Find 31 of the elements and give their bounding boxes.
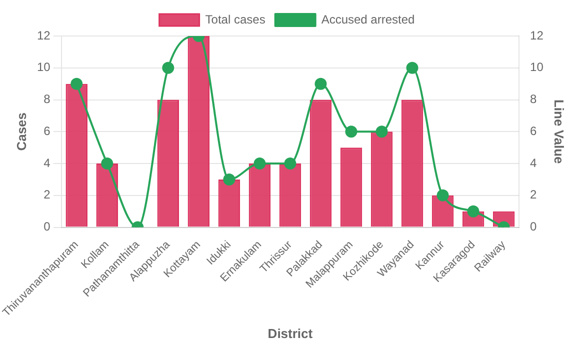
point xyxy=(223,173,236,186)
y-tick-label: 8 xyxy=(44,92,51,106)
y2-tick-label: 0 xyxy=(530,220,538,234)
point xyxy=(70,78,83,90)
y2-tick-label: 8 xyxy=(530,92,538,106)
y2-tick-label: 6 xyxy=(530,124,538,138)
y-tick-label: 2 xyxy=(44,188,51,202)
x-axis-title: District xyxy=(268,326,314,341)
y-tick-label: 12 xyxy=(36,28,51,42)
legend-label: Total cases xyxy=(205,12,266,26)
y-axis-title: Cases xyxy=(14,112,29,151)
point xyxy=(436,189,449,202)
point xyxy=(314,78,327,90)
point xyxy=(406,62,418,74)
legend-label: Accused arrested xyxy=(321,12,415,26)
point xyxy=(101,158,114,170)
y-tick-label: 10 xyxy=(36,60,51,74)
point xyxy=(467,205,480,218)
y2-tick-label: 12 xyxy=(530,28,544,42)
point xyxy=(376,126,388,138)
y2-tick-label: 2 xyxy=(530,188,538,202)
y-tick-label: 6 xyxy=(44,124,51,138)
y2-tick-label: 4 xyxy=(530,156,538,170)
point xyxy=(162,62,174,74)
y2-tick-label: 10 xyxy=(530,60,544,74)
y-tick-label: 4 xyxy=(44,156,51,170)
point xyxy=(284,158,296,170)
y2-axis-title: Line Value xyxy=(552,99,567,164)
point xyxy=(254,158,266,170)
y-tick-label: 0 xyxy=(44,220,51,234)
point xyxy=(345,126,358,138)
